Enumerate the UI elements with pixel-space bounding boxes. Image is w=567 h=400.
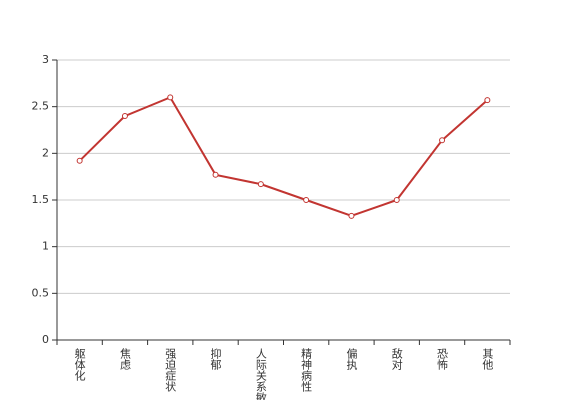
point bbox=[303, 197, 310, 203]
point bbox=[76, 157, 83, 164]
line bbox=[78, 96, 489, 217]
x-tick-label: 精神病性 bbox=[300, 348, 313, 393]
x-tick-label: 强迫症状 bbox=[164, 348, 177, 392]
x-tick-label: 躯体化 bbox=[73, 348, 86, 382]
point bbox=[348, 212, 355, 219]
x-tick-label: 偏执 bbox=[345, 347, 358, 371]
point bbox=[212, 171, 219, 178]
x-tick-label: 焦虑 bbox=[118, 348, 131, 370]
point bbox=[439, 137, 446, 144]
x-tick-label: 抑郁 bbox=[209, 347, 222, 370]
point bbox=[393, 197, 400, 203]
y-tick-label: 0 bbox=[42, 333, 49, 346]
y-tick-label: 0.5 bbox=[32, 286, 50, 299]
x-tick-label: 人际关系敏感 bbox=[254, 348, 267, 400]
y-tick-label: 3 bbox=[42, 53, 49, 66]
y-tick-label: 2.5 bbox=[32, 100, 50, 113]
x-tick-label: 敌对 bbox=[390, 347, 403, 370]
point bbox=[121, 113, 128, 119]
y-tick-label: 1.5 bbox=[32, 193, 50, 206]
y-tick-label: 1 bbox=[42, 240, 49, 253]
y-tick-label: 2 bbox=[42, 146, 49, 159]
point bbox=[167, 94, 174, 101]
x-tick-label: 其他 bbox=[481, 348, 494, 370]
point bbox=[257, 181, 264, 188]
x-tick-label: 恐怖 bbox=[436, 348, 449, 370]
point bbox=[484, 97, 491, 104]
